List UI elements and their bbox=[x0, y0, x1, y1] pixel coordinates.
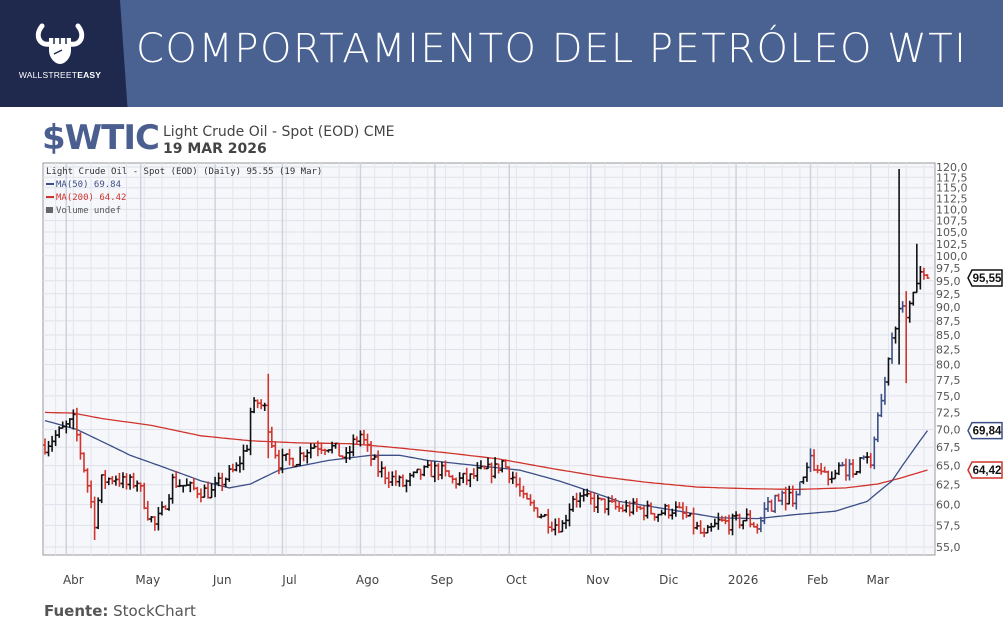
ma200-value-tag-text: 64,42 bbox=[973, 465, 1002, 477]
price-bar bbox=[925, 274, 930, 279]
y-tick-label: 77,5 bbox=[936, 374, 961, 387]
source-note: Fuente: StockChart bbox=[44, 602, 196, 620]
x-tick-label: Jun bbox=[212, 573, 232, 587]
ma200-value-tag-box bbox=[967, 461, 1003, 479]
ma50-value-tag-text: 69,84 bbox=[973, 426, 1002, 438]
x-tick-label: Feb bbox=[807, 573, 828, 587]
chart-legend: Light Crude Oil - Spot (EOD) (Daily) 95.… bbox=[46, 167, 322, 216]
last-price-tag-box bbox=[967, 269, 1003, 287]
ma200-value-tag: 64,42 bbox=[967, 461, 1003, 479]
x-tick-label: Sep bbox=[431, 573, 454, 587]
y-tick-label: 62,5 bbox=[936, 479, 961, 492]
y-tick-label: 120,0 bbox=[936, 161, 968, 174]
legend-title: Light Crude Oil - Spot (EOD) (Daily) 95.… bbox=[46, 167, 322, 177]
header-banner: WALLSTREETEASY COMPORTAMIENTO DEL PETRÓL… bbox=[0, 0, 1003, 107]
logo-text: WALLSTREETEASY bbox=[18, 70, 102, 80]
x-tick-label: Abr bbox=[63, 573, 84, 587]
x-tick-label: Mar bbox=[867, 573, 890, 587]
x-tick-label: Oct bbox=[506, 573, 527, 587]
y-tick-label: 107,5 bbox=[936, 215, 968, 228]
y-tick-label: 115,0 bbox=[936, 182, 968, 195]
x-tick-label: 2026 bbox=[728, 573, 759, 587]
x-tick-label: Dic bbox=[659, 573, 678, 587]
x-tick-label: Ago bbox=[356, 573, 379, 587]
x-tick-label: May bbox=[135, 573, 160, 587]
plot-area bbox=[42, 162, 936, 556]
ticker-description: Light Crude Oil - Spot (EOD) CME bbox=[163, 124, 395, 140]
ma50-value-tag-box bbox=[967, 421, 1003, 440]
ticker-symbol: $WTIC bbox=[42, 118, 160, 158]
y-tick-label: 102,5 bbox=[936, 238, 968, 251]
legend-ma50-swatch bbox=[46, 183, 54, 185]
y-tick-label: 92,5 bbox=[936, 288, 961, 301]
y-tick-label: 100,0 bbox=[936, 250, 968, 263]
y-tick-label: 57,5 bbox=[936, 519, 961, 532]
y-tick-label: 75,0 bbox=[936, 390, 961, 403]
y-tick-label: 67,5 bbox=[936, 441, 961, 454]
page-title: COMPORTAMIENTO DEL PETRÓLEO WTI bbox=[136, 26, 968, 72]
legend-ma50: MA(50) 69.84 bbox=[56, 180, 121, 190]
y-tick-label: 95,0 bbox=[936, 275, 961, 288]
legend-ma200-swatch bbox=[46, 196, 54, 198]
y-tick-label: 117,5 bbox=[936, 171, 968, 184]
y-tick-label: 112,5 bbox=[936, 192, 968, 205]
y-tick-label: 105,0 bbox=[936, 226, 968, 239]
y-tick-label: 60,0 bbox=[936, 499, 961, 512]
y-tick-label: 72,5 bbox=[936, 406, 961, 419]
bull-fist-icon bbox=[35, 23, 85, 64]
y-tick-label: 65,0 bbox=[936, 460, 961, 473]
y-tick-label: 80,0 bbox=[936, 358, 961, 371]
source-label: Fuente: bbox=[44, 602, 109, 620]
x-tick-label: Jul bbox=[281, 573, 296, 587]
y-tick-label: 90,0 bbox=[936, 301, 961, 314]
last-price-tag: 95,55 bbox=[967, 269, 1003, 287]
ma200-line bbox=[44, 411, 928, 491]
y-tick-label: 85,0 bbox=[936, 329, 961, 342]
ticker-date: 19 MAR 2026 bbox=[163, 141, 267, 157]
x-tick-label: Nov bbox=[586, 573, 609, 587]
source-value: StockChart bbox=[113, 602, 196, 620]
legend-ma200: MA(200) 64.42 bbox=[56, 193, 126, 203]
last-price-tag-text: 95,55 bbox=[973, 273, 1002, 285]
legend-volume-swatch bbox=[46, 207, 53, 213]
y-tick-label: 110,0 bbox=[936, 203, 968, 216]
y-tick-label: 97,5 bbox=[936, 262, 961, 275]
y-tick-label: 70,0 bbox=[936, 424, 961, 437]
ma50-line bbox=[44, 419, 929, 520]
y-tick-label: 55,0 bbox=[936, 541, 961, 554]
ma50-value-tag: 69,84 bbox=[967, 421, 1003, 440]
y-tick-label: 87,5 bbox=[936, 315, 961, 328]
wallstreeteasy-logo: WALLSTREETEASY bbox=[10, 22, 110, 80]
y-tick-label: 82,5 bbox=[936, 344, 961, 357]
legend-volume: Volume undef bbox=[56, 206, 121, 216]
